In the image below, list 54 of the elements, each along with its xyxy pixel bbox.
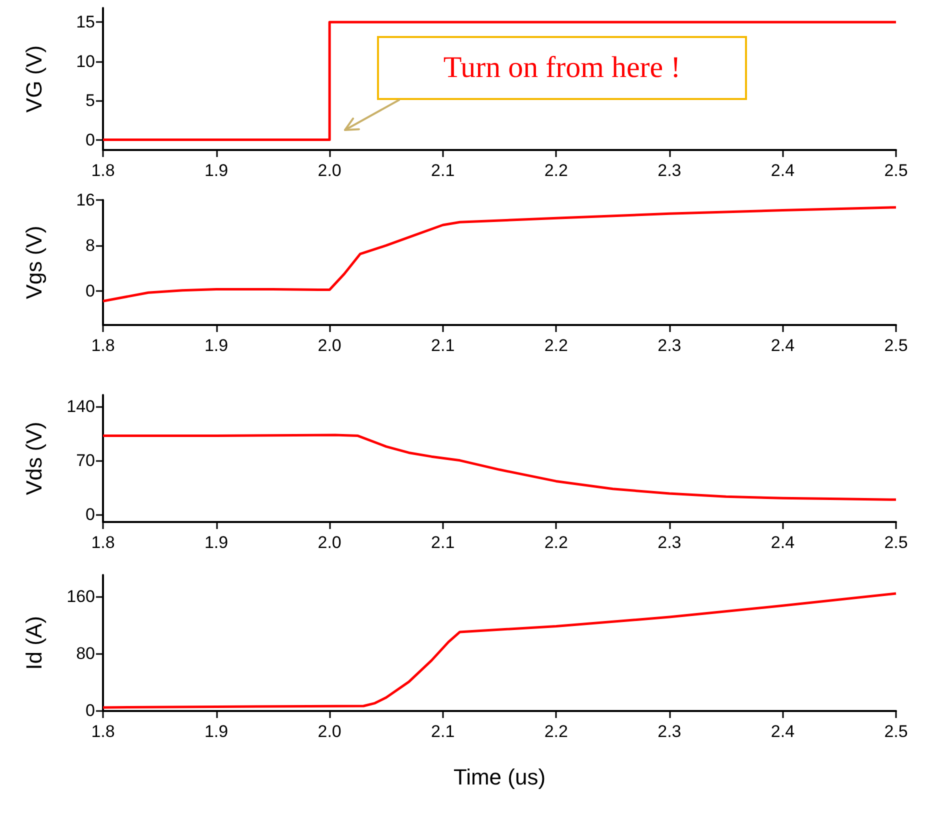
x-tick-label: 2.2 bbox=[544, 533, 568, 552]
x-tick-label: 1.9 bbox=[204, 722, 228, 741]
x-tick-label: 1.8 bbox=[91, 533, 115, 552]
x-tick-label: 1.9 bbox=[204, 533, 228, 552]
x-tick-label: 2.1 bbox=[431, 336, 455, 355]
y-tick-label: 0 bbox=[86, 130, 95, 150]
x-tick-label: 2.5 bbox=[884, 336, 908, 355]
y-axis-title: Vgs (V) bbox=[22, 226, 46, 300]
y-axis-title: Vds (V) bbox=[22, 422, 46, 496]
y-tick-label: 80 bbox=[76, 644, 95, 663]
y-axis-title: Id (A) bbox=[22, 616, 46, 670]
x-tick-label: 2.5 bbox=[884, 161, 908, 180]
x-tick-label: 2.1 bbox=[431, 722, 455, 741]
x-tick-label: 2.4 bbox=[770, 336, 795, 355]
x-tick-label: 1.8 bbox=[91, 722, 115, 741]
x-tick-label: 2.1 bbox=[431, 161, 455, 180]
y-tick-label: 0 bbox=[86, 700, 95, 720]
y-tick-label: 0 bbox=[86, 504, 95, 524]
y-axis-title: VG (V) bbox=[22, 45, 46, 113]
y-tick-label: 10 bbox=[76, 52, 95, 71]
x-tick-label: 2.4 bbox=[770, 533, 795, 552]
x-tick-label: 1.8 bbox=[91, 161, 115, 180]
y-tick-label: 0 bbox=[86, 281, 95, 300]
y-tick-label: 5 bbox=[86, 91, 95, 110]
annotation: Turn on from here ! bbox=[443, 51, 681, 85]
x-tick-label: 2.5 bbox=[884, 722, 908, 741]
x-tick-label: 2.0 bbox=[318, 722, 342, 741]
x-tick-label: 2.1 bbox=[431, 533, 455, 552]
x-tick-label: 2.4 bbox=[770, 722, 795, 741]
x-tick-label: 2.3 bbox=[658, 533, 682, 552]
line-series bbox=[102, 592, 898, 709]
line-series bbox=[102, 434, 898, 501]
x-tick-label: 2.5 bbox=[884, 533, 908, 552]
y-tick-label: 15 bbox=[76, 12, 95, 32]
y-tick-label: 16 bbox=[76, 190, 95, 210]
x-tick-label: 2.3 bbox=[658, 722, 682, 741]
x-tick-label: 2.3 bbox=[658, 336, 682, 355]
x-tick-label: 2.0 bbox=[318, 336, 342, 355]
x-tick-label: 2.2 bbox=[544, 336, 568, 355]
x-tick-label: 2.0 bbox=[318, 161, 342, 180]
x-tick-label: 2.2 bbox=[544, 161, 568, 180]
x-tick-label: 2.2 bbox=[544, 722, 568, 741]
x-tick-label: 1.8 bbox=[91, 336, 115, 355]
x-tick-label: 2.4 bbox=[770, 161, 795, 180]
y-tick-label: 140 bbox=[66, 397, 95, 416]
x-tick-label: 2.3 bbox=[658, 161, 682, 180]
y-tick-label: 8 bbox=[86, 236, 95, 255]
x-tick-label: 1.9 bbox=[204, 161, 228, 180]
x-tick-label: 2.0 bbox=[318, 533, 342, 552]
line-series bbox=[102, 206, 898, 302]
x-tick-label: 1.9 bbox=[204, 336, 228, 355]
x-axis-title: Time (us) bbox=[453, 764, 546, 790]
y-tick-label: 160 bbox=[66, 586, 95, 606]
y-tick-label: 70 bbox=[76, 450, 95, 470]
